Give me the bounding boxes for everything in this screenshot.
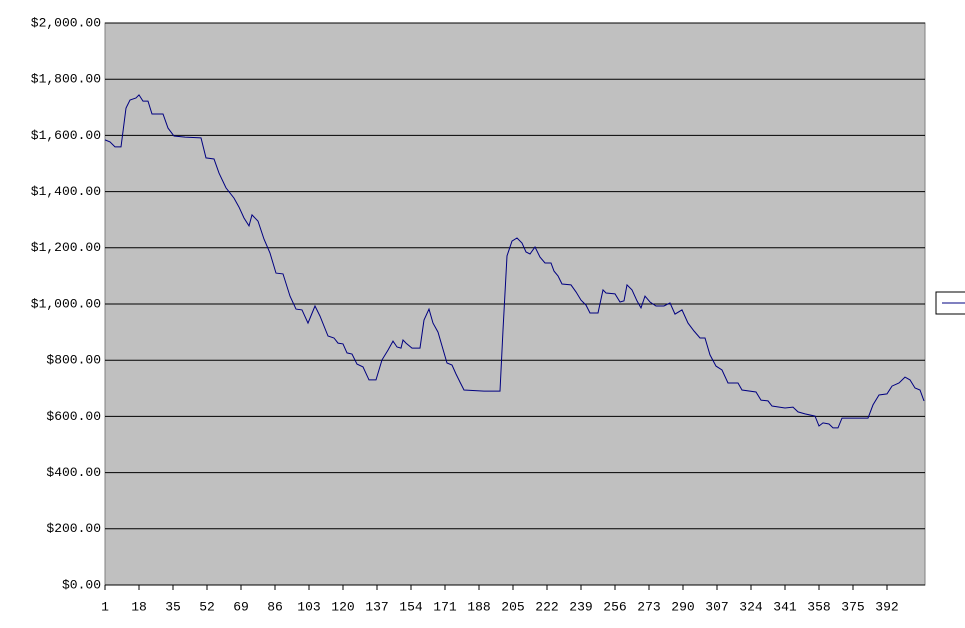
x-tick-label: 205 xyxy=(501,599,524,614)
y-tick-label: $1,800.00 xyxy=(31,72,101,87)
x-tick-label: 18 xyxy=(131,599,147,614)
x-tick-label: 392 xyxy=(875,599,898,614)
x-tick-label: 171 xyxy=(433,599,457,614)
x-tick-label: 137 xyxy=(365,599,388,614)
x-tick-label: 1 xyxy=(101,599,109,614)
y-tick-label: $0.00 xyxy=(62,577,101,592)
y-tick-label: $1,600.00 xyxy=(31,128,101,143)
x-tick-label: 52 xyxy=(199,599,215,614)
x-tick-label: 154 xyxy=(399,599,423,614)
x-tick-label: 375 xyxy=(841,599,864,614)
series-line xyxy=(104,94,925,429)
x-tick-label: 324 xyxy=(739,599,763,614)
y-tick-label: $200.00 xyxy=(46,521,101,536)
y-tick-label: $2,000.00 xyxy=(31,15,101,30)
x-tick-label: 86 xyxy=(267,599,283,614)
y-tick-label: $400.00 xyxy=(46,465,101,480)
x-tick-label: 273 xyxy=(637,599,660,614)
x-tick-label: 120 xyxy=(331,599,354,614)
y-tick-label: $1,200.00 xyxy=(31,240,101,255)
x-tick-label: 69 xyxy=(233,599,249,614)
x-tick-label: 239 xyxy=(569,599,592,614)
y-tick-label: $800.00 xyxy=(46,353,101,368)
y-tick-label: $1,000.00 xyxy=(31,296,101,311)
y-tick-label: $600.00 xyxy=(46,409,101,424)
x-tick-label: 188 xyxy=(467,599,490,614)
x-tick-label: 222 xyxy=(535,599,558,614)
x-tick-label: 256 xyxy=(603,599,626,614)
x-tick-label: 307 xyxy=(705,599,728,614)
x-tick-label: 358 xyxy=(807,599,830,614)
x-tick-label: 103 xyxy=(297,599,320,614)
y-tick-label: $1,400.00 xyxy=(31,184,101,199)
x-tick-label: 341 xyxy=(773,599,797,614)
x-tick-label: 290 xyxy=(671,599,694,614)
x-tick-label: 35 xyxy=(165,599,181,614)
